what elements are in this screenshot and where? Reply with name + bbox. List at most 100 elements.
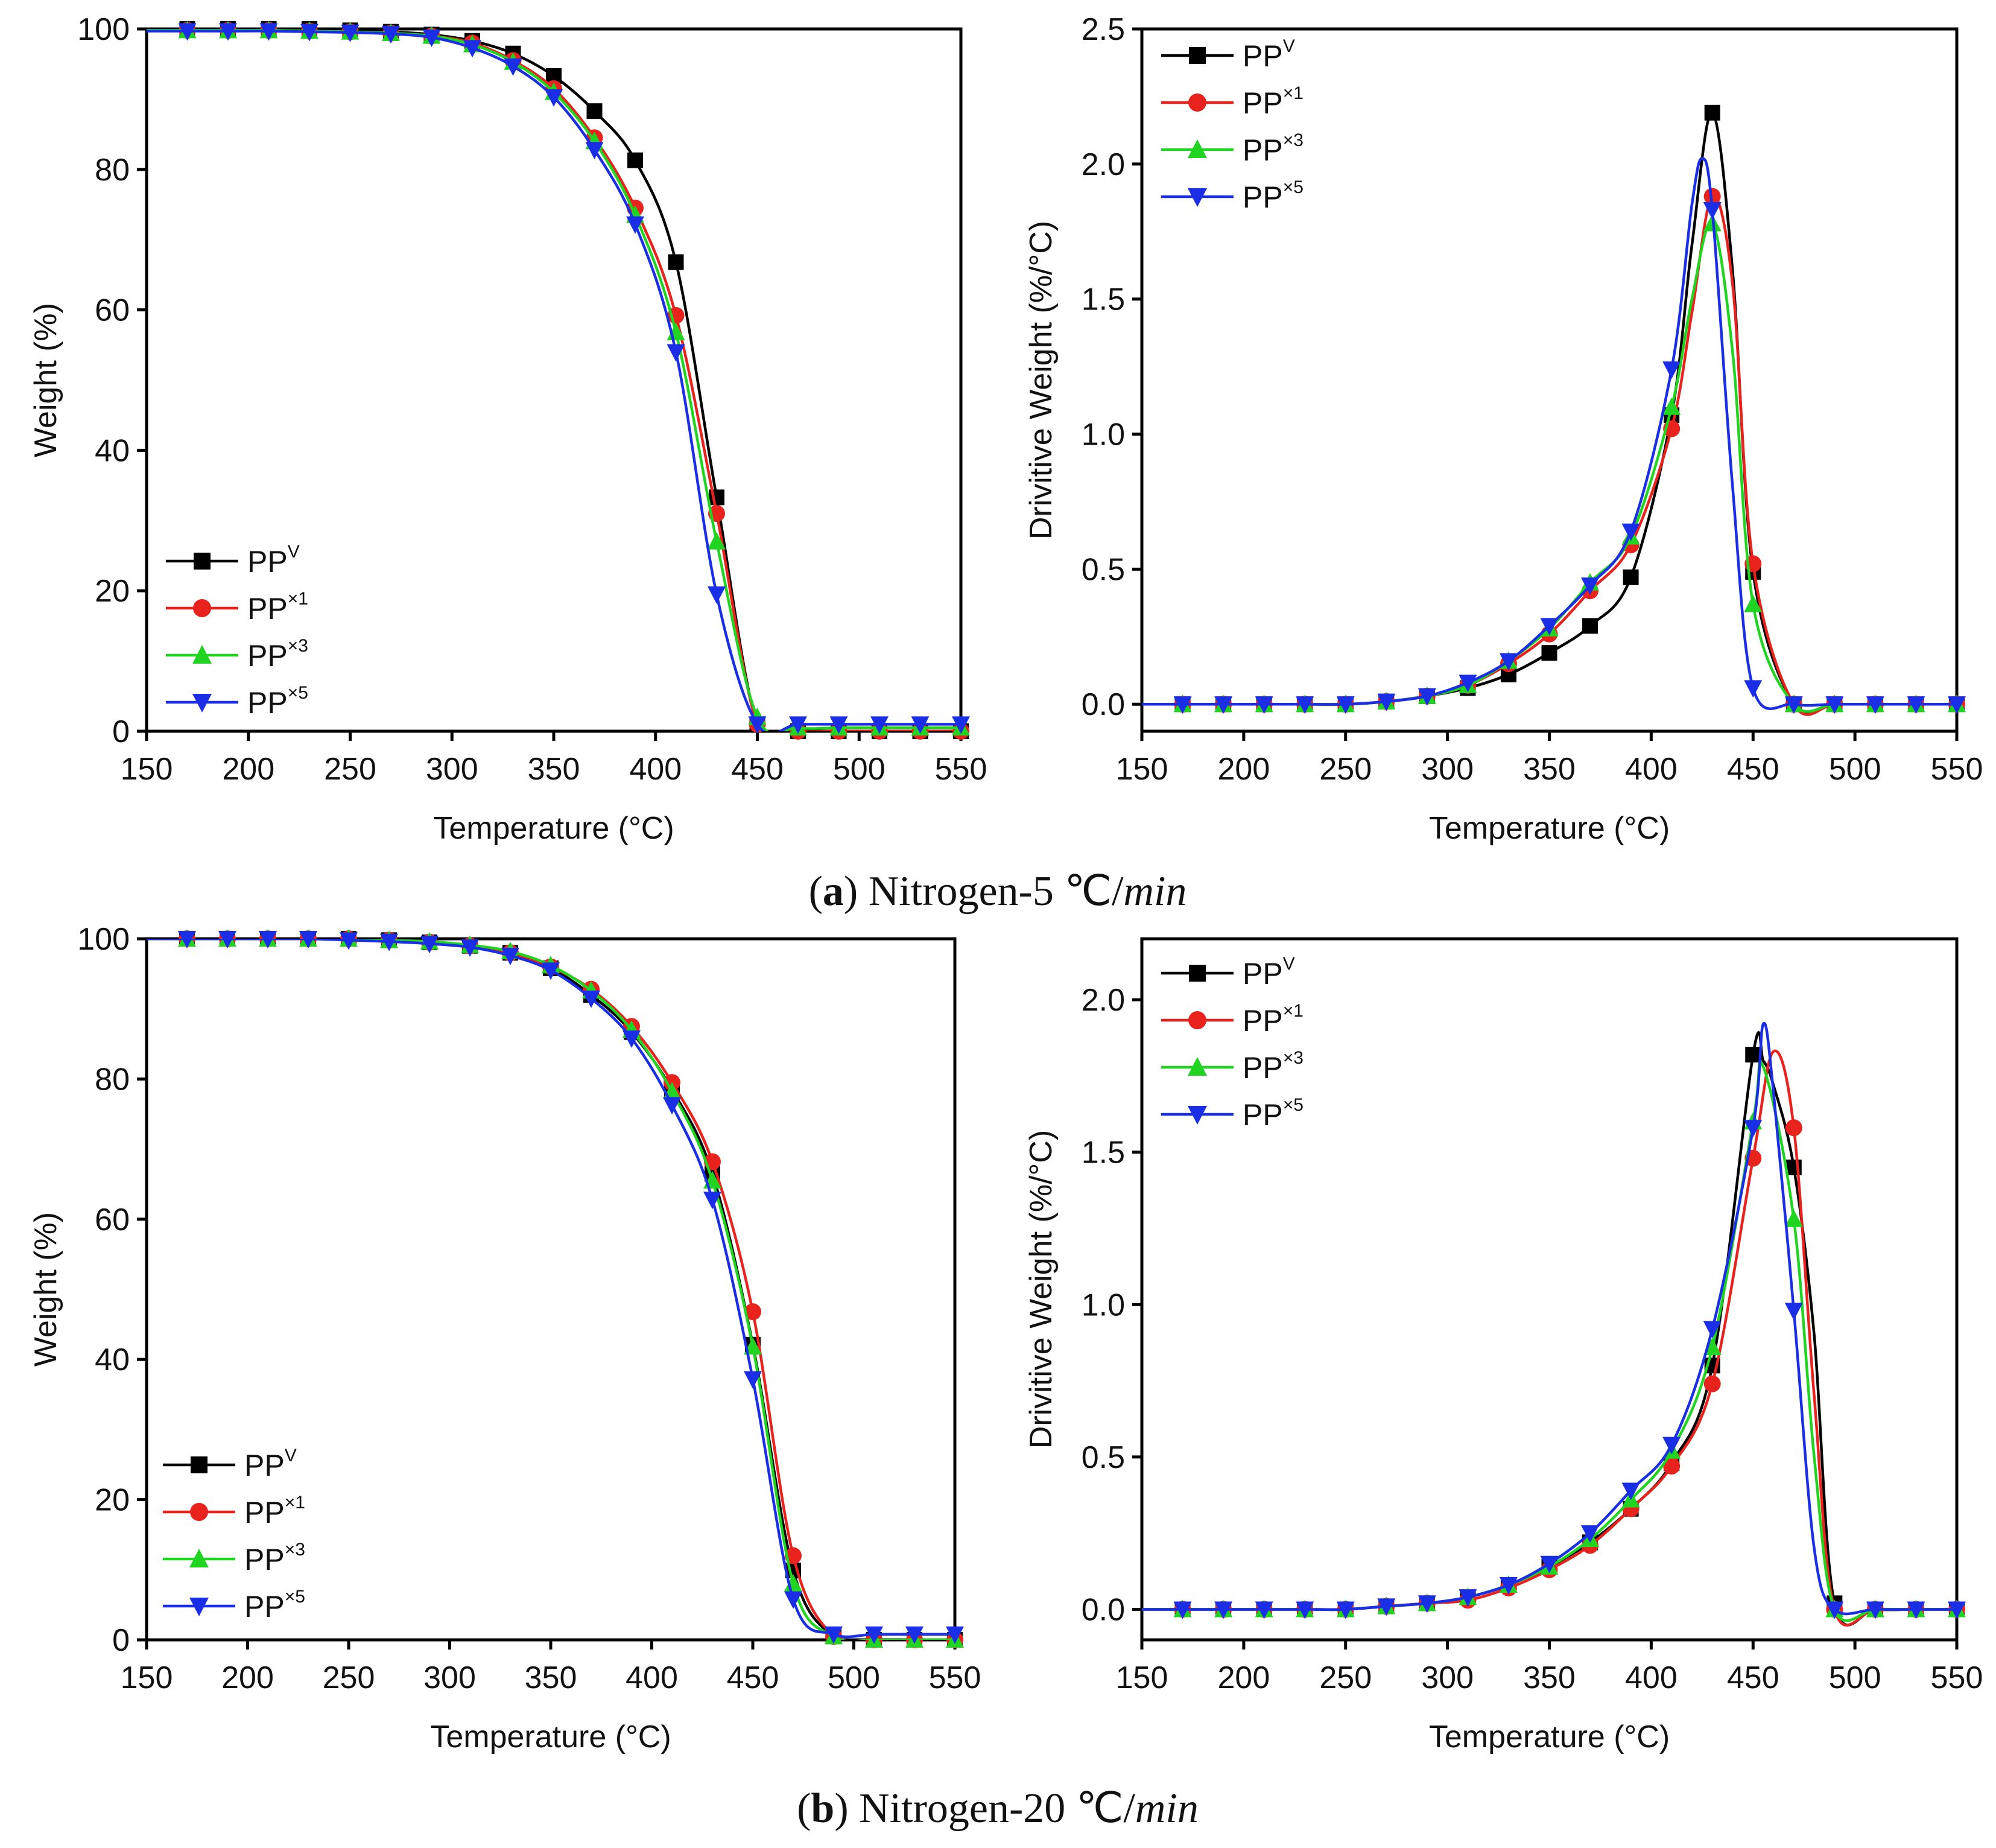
x-tick-label: 400: [1625, 1660, 1678, 1695]
data-point: [1744, 680, 1763, 698]
x-tick-label: 200: [221, 1660, 274, 1695]
x-axis-title: Temperature (°C): [433, 811, 674, 846]
data-point: [341, 24, 360, 42]
data-point: [1499, 1577, 1518, 1595]
y-tick-label: 20: [95, 1483, 130, 1518]
data-point: [582, 990, 600, 1008]
data-point: [340, 932, 358, 950]
caption-b: (b) Nitrogen-20 ℃/min: [797, 1785, 1199, 1832]
x-tick-label: 550: [935, 752, 987, 787]
legend-item-1: PP×1: [163, 1493, 305, 1529]
y-axis-title: Weight (%): [28, 303, 63, 457]
legend-label: PP×3: [244, 1540, 305, 1577]
y-tick-label: 60: [95, 293, 130, 328]
series-line-1: [147, 939, 955, 1640]
legend-label: PP×1: [247, 589, 308, 626]
x-tick-label: 200: [1217, 1660, 1270, 1695]
data-point: [1581, 1525, 1600, 1543]
data-point: [178, 931, 196, 948]
x-tick-label: 350: [528, 752, 580, 787]
caption-a: (a) Nitrogen-5 ℃/min: [809, 868, 1187, 915]
data-point: [905, 1626, 924, 1644]
data-point: [1540, 1555, 1559, 1573]
y-axis-title: Drivitive Weight (%/°C): [1024, 1130, 1059, 1449]
data-point: [626, 216, 644, 234]
y-tick-label: 100: [77, 12, 130, 47]
data-point: [1907, 1601, 1925, 1619]
legend-label: PPV: [244, 1446, 297, 1482]
data-point: [1540, 618, 1559, 636]
legend-marker: [191, 1456, 208, 1473]
legend-marker: [1189, 47, 1206, 64]
y-tick-label: 20: [95, 574, 130, 609]
y-tick-label: 2.0: [1082, 147, 1125, 182]
x-axis-title: Temperature (°C): [1429, 811, 1670, 846]
data-point: [1499, 653, 1518, 671]
y-tick-label: 0: [112, 1623, 130, 1658]
x-tick-label: 350: [1523, 752, 1576, 787]
data-point: [463, 40, 481, 58]
series-line-3: [1142, 1021, 1957, 1616]
legend-label: PP×3: [1243, 130, 1304, 167]
x-tick-label: 550: [1931, 752, 1983, 787]
y-tick-label: 80: [95, 153, 130, 188]
legend-label: PP×1: [1243, 83, 1304, 120]
data-point: [382, 26, 400, 44]
data-point: [1581, 577, 1600, 595]
legend-label: PP×1: [244, 1493, 305, 1529]
data-point: [178, 23, 197, 41]
data-point: [1336, 696, 1355, 714]
data-point: [1459, 675, 1477, 693]
data-point: [1866, 1601, 1884, 1619]
x-tick-label: 300: [1421, 752, 1474, 787]
chart-b-dtg: 150 200 250 300 350 400 450 500 550 0.0 0.5 1.0 1.5 2…: [1024, 937, 1983, 1754]
legend: PPV PP×1 PP×3 PP×5: [166, 542, 308, 720]
legend-label: PPV: [1243, 954, 1295, 991]
legend-item-2: PP×3: [163, 1540, 305, 1577]
x-tick-label: 450: [1727, 752, 1779, 787]
data-point: [1621, 1482, 1640, 1500]
y-tick-label: 1.0: [1082, 418, 1125, 452]
chart-a-tga: 150 200 250 300 350 400 450 500 550 0 20 40 60 80 100 T…: [28, 12, 987, 846]
data-point: [586, 103, 603, 119]
x-tick-label: 250: [324, 752, 376, 787]
data-point: [1255, 696, 1273, 714]
data-point: [1784, 1303, 1803, 1321]
data-point: [870, 716, 889, 734]
x-tick-label: 150: [121, 752, 173, 787]
data-point: [1541, 645, 1557, 661]
x-tick-label: 400: [1625, 752, 1678, 787]
legend-item-3: PP×5: [163, 1587, 305, 1624]
data-point: [703, 1192, 721, 1210]
y-tick-label: 1.5: [1082, 1135, 1125, 1170]
data-point: [1948, 1601, 1966, 1619]
y-axis-title: Drivitive Weight (%/°C): [1024, 221, 1059, 539]
data-point: [299, 931, 317, 948]
data-point: [1623, 569, 1639, 585]
data-point: [259, 23, 278, 41]
legend-marker: [194, 553, 211, 570]
data-point: [585, 142, 604, 160]
y-tick-label: 0.0: [1082, 1592, 1125, 1627]
data-point: [542, 962, 560, 980]
data-point: [1214, 696, 1233, 714]
y-tick-label: 0.5: [1082, 552, 1125, 587]
legend-item-3: PP×5: [1161, 1095, 1304, 1132]
data-point: [1214, 1601, 1233, 1619]
data-point: [1621, 523, 1640, 541]
data-point: [1662, 361, 1681, 379]
data-point: [259, 931, 277, 948]
x-tick-label: 450: [1727, 1660, 1779, 1695]
data-point: [865, 1626, 883, 1644]
legend-marker: [193, 599, 211, 617]
data-point: [1744, 594, 1763, 612]
data-point: [708, 586, 726, 605]
legend-label: PPV: [1243, 36, 1295, 73]
legend-item-0: PPV: [166, 542, 300, 579]
data-point: [1703, 1375, 1721, 1392]
chart-a-dtg: 150 200 250 300 350 400 450 500 550 0.0 0.5 1.0 1.5 2…: [1024, 12, 1983, 846]
data-point: [422, 29, 441, 47]
data-point: [1703, 1321, 1722, 1339]
legend-label: PP×1: [1243, 1001, 1304, 1038]
x-tick-label: 300: [426, 752, 478, 787]
